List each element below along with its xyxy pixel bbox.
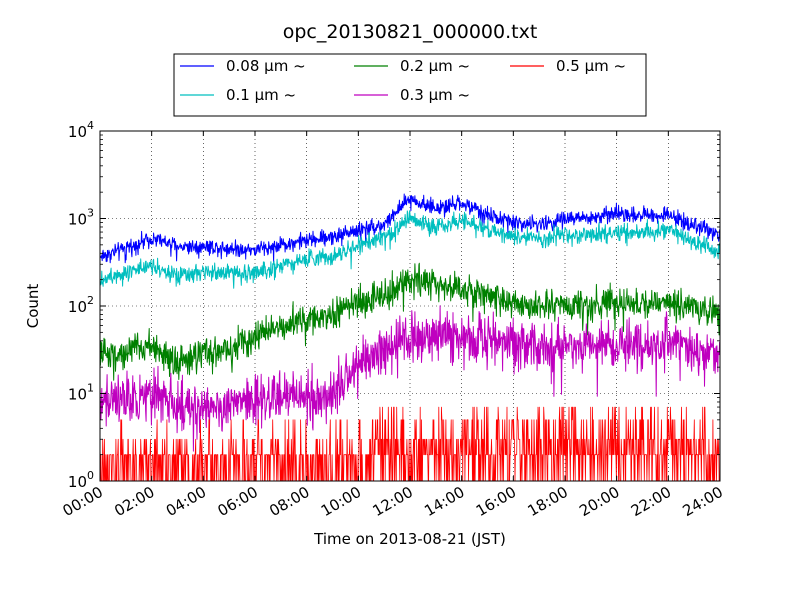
grid-lines <box>100 131 720 481</box>
chart-title: opc_20130821_000000.txt <box>283 21 538 43</box>
series-line <box>99 262 721 381</box>
y-axis-label: Count <box>24 284 42 329</box>
legend: 0.08 µm ~ 0.1 µm ~ 0.2 µm ~ 0.3 µm ~ 0.5 µm … <box>173 53 647 117</box>
legend-label: 0.2 µm ~ <box>400 57 470 75</box>
legend-label: 0.08 µm ~ <box>226 57 306 75</box>
legend-label: 0.5 µm ~ <box>556 57 626 75</box>
legend-label: 0.3 µm ~ <box>400 86 470 104</box>
x-axis-label: Time on 2013-08-21 (JST) <box>313 530 506 548</box>
legend-frame <box>173 53 647 117</box>
series-line <box>99 305 721 452</box>
series-line <box>99 210 721 289</box>
legend-label: 0.1 µm ~ <box>226 86 296 104</box>
series-line <box>99 193 721 264</box>
plot-area <box>99 130 721 482</box>
